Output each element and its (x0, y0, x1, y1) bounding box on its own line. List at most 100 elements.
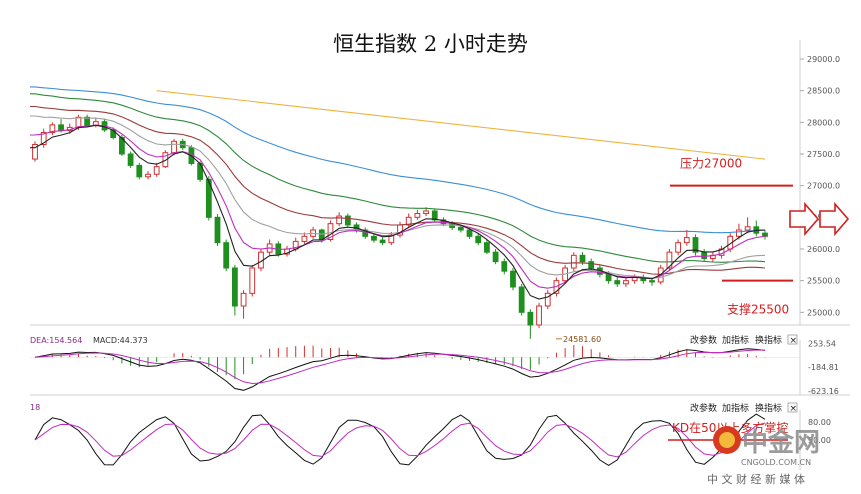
ma-gray-line (30, 115, 766, 279)
candle-body (344, 215, 351, 226)
candle-body (240, 292, 247, 307)
macd-toolbar-button[interactable]: 换指标 (755, 334, 782, 346)
candle-body (223, 242, 230, 269)
kdj-d-line (34, 422, 766, 458)
candle-body (362, 229, 369, 237)
support-label: 支撑25500 (727, 302, 789, 317)
candle-body (570, 254, 577, 269)
macd-tick-label: -623.16 (808, 387, 839, 396)
candle-body (614, 280, 621, 285)
price-tick-label: 25000.0 (807, 308, 840, 317)
ma-purple-line (30, 124, 766, 289)
candle-body (762, 232, 768, 237)
brand-logo-inner-icon (719, 432, 735, 448)
kdj-close-glyph[interactable]: × (790, 404, 798, 414)
kdj-close-icon[interactable] (787, 402, 798, 413)
kdj-tick-label: 50.00 (808, 436, 831, 445)
candle-body (501, 261, 508, 272)
candle-body (518, 286, 525, 313)
candle-body (457, 226, 464, 231)
candle-body (249, 267, 256, 294)
macd-value-label: MACD:44.373 (93, 336, 148, 345)
candle-body (692, 237, 699, 253)
kdj-k-line (34, 413, 766, 466)
low-point-label: 24581.60 (563, 335, 601, 344)
candle-body (649, 280, 655, 283)
ma-blue-line (30, 86, 766, 234)
candle-body (579, 254, 586, 263)
candle-body (510, 270, 516, 288)
ma-black-line (30, 124, 766, 300)
candle-body (431, 210, 438, 221)
candle-body (214, 216, 221, 244)
candle-body (205, 178, 212, 218)
candle-body (527, 311, 534, 326)
kdj-label: 18 (30, 403, 40, 412)
macd-tick-label: 253.54 (808, 340, 836, 349)
candle-body (119, 137, 125, 155)
candle-body (675, 242, 681, 253)
candle-body (162, 152, 169, 168)
ma-brown-line (30, 105, 766, 275)
candle-body (414, 213, 421, 218)
kdj-toolbar-button[interactable]: 改参数 (690, 402, 717, 414)
macd-dea-label: DEA:154.564 (30, 336, 82, 345)
candle-body (701, 251, 708, 260)
price-tick-label: 26000.0 (807, 245, 840, 254)
candle-body (58, 124, 64, 132)
candle-body (301, 235, 308, 242)
macd-close-glyph[interactable]: × (790, 336, 798, 346)
candle-body (492, 251, 499, 263)
candle-body (623, 280, 629, 285)
candle-body (379, 239, 386, 244)
candle-body (153, 166, 160, 175)
kdj-toolbar-button[interactable]: 换指标 (755, 402, 782, 414)
price-tick-label: 25500.0 (807, 277, 840, 286)
arrow-right-icon (819, 201, 850, 237)
candle-body (371, 235, 377, 241)
candle-body (423, 210, 429, 215)
kdj-tick-label: 80.00 (808, 418, 831, 427)
candle-body (475, 235, 482, 244)
price-tick-label: 28500.0 (807, 87, 840, 96)
brand-domain: CNGOLD.COM.CN (741, 458, 811, 467)
kdj-toolbar-button[interactable]: 加指标 (722, 402, 749, 414)
candle-body (744, 226, 751, 231)
macd-close-icon[interactable] (787, 334, 798, 345)
price-tick-label: 29000.0 (807, 55, 840, 64)
candle-body (484, 242, 490, 253)
arrow-right-icon (789, 201, 820, 237)
macd-dea-line (34, 349, 766, 385)
candle-body (588, 261, 595, 269)
chart-title: 恒生指数 2 小时走势 (333, 32, 528, 56)
candle-body (405, 216, 412, 226)
macd-toolbar-button[interactable]: 加指标 (722, 334, 749, 346)
candle-body (75, 116, 82, 128)
ma-green-line (30, 93, 766, 263)
macd-dif-line (34, 348, 766, 391)
candle-body (666, 251, 673, 269)
candle-body (145, 173, 151, 178)
candle-body (736, 229, 742, 237)
macd-toolbar-button[interactable]: 改参数 (690, 334, 717, 346)
candle-body (536, 305, 542, 326)
candle-body (127, 153, 134, 166)
candle-body (32, 144, 38, 160)
price-tick-label: 28000.0 (807, 118, 840, 127)
candle-body (605, 273, 612, 282)
macd-tick-label: -184.81 (808, 363, 839, 372)
candle-body (171, 140, 177, 154)
brand-name: 中金网 (742, 427, 820, 458)
price-tick-label: 27500.0 (807, 150, 840, 159)
price-tick-label: 27000.0 (807, 182, 840, 191)
candle-body (318, 229, 325, 240)
candle-body (544, 292, 551, 307)
candle-body (683, 237, 690, 244)
candle-body (40, 131, 47, 145)
candle-body (49, 124, 56, 133)
candle-body (336, 215, 343, 225)
candle-body (466, 229, 473, 237)
brand-tagline: 中 文 财 经 新 媒 体 (707, 472, 805, 486)
